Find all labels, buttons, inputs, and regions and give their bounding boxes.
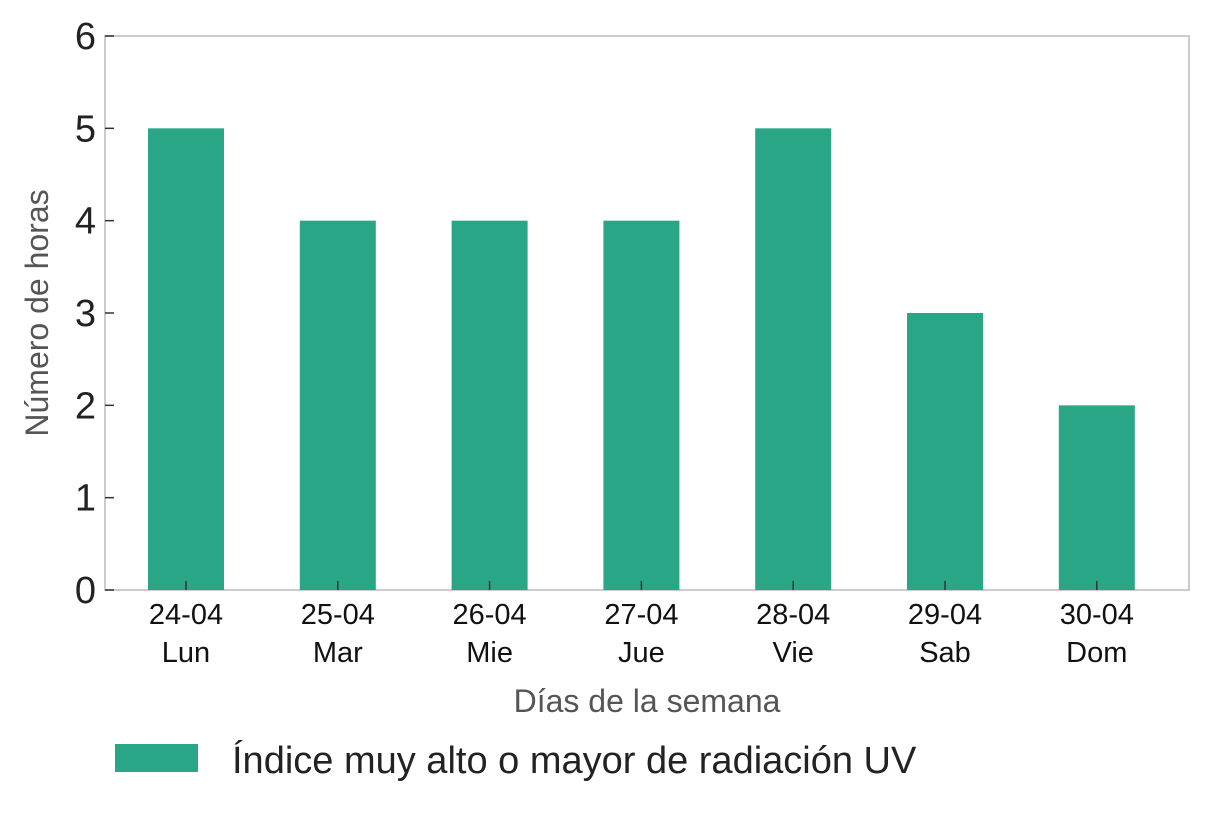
bar-28-04 bbox=[755, 128, 832, 591]
bar-26-04 bbox=[451, 220, 528, 590]
x-tick-label-day: Mar bbox=[313, 637, 363, 669]
bar-27-04 bbox=[603, 220, 680, 590]
y-tick-label: 0 bbox=[75, 570, 96, 612]
x-tick-label-day: Dom bbox=[1066, 637, 1127, 669]
y-tick-label: 6 bbox=[75, 16, 96, 58]
x-tick-label-date: 28-04 bbox=[756, 599, 830, 631]
legend-label: Índice muy alto o mayor de radiación UV bbox=[232, 739, 917, 782]
x-tick-label-day: Jue bbox=[618, 637, 665, 669]
legend-swatch bbox=[115, 744, 198, 772]
x-tick-label-date: 30-04 bbox=[1060, 599, 1134, 631]
x-axis-ticks: 24-04 Lun 25-04 Mar 26-04 Mie 27-04 Jue 28-04 Vie… bbox=[149, 581, 1134, 669]
x-axis-title: Días de la semana bbox=[514, 683, 781, 719]
y-axis-title: Número de horas bbox=[19, 189, 55, 436]
x-tick-label-date: 26-04 bbox=[453, 599, 527, 631]
x-tick-label-day: Sab bbox=[919, 637, 971, 669]
x-tick-label-date: 25-04 bbox=[301, 599, 375, 631]
y-tick-label: 4 bbox=[75, 201, 96, 243]
y-tick-label: 3 bbox=[75, 293, 96, 335]
bars-group bbox=[148, 128, 1135, 591]
bar-30-04 bbox=[1058, 405, 1135, 590]
bar-25-04 bbox=[299, 220, 376, 590]
bar-24-04 bbox=[148, 128, 224, 591]
y-axis-ticks: 0 1 2 3 4 5 6 bbox=[75, 16, 114, 612]
y-tick-label: 1 bbox=[75, 478, 96, 520]
x-tick-label-day: Vie bbox=[773, 637, 814, 669]
x-tick-label-day: Mie bbox=[466, 637, 513, 669]
x-tick-label-date: 27-04 bbox=[604, 599, 678, 631]
x-tick-label-day: Lun bbox=[162, 637, 210, 669]
y-tick-label: 5 bbox=[75, 108, 96, 150]
x-tick-label-date: 29-04 bbox=[908, 599, 982, 631]
x-tick-label-date: 24-04 bbox=[149, 599, 223, 631]
bar-29-04 bbox=[907, 313, 983, 590]
y-tick-label: 2 bbox=[75, 385, 96, 427]
